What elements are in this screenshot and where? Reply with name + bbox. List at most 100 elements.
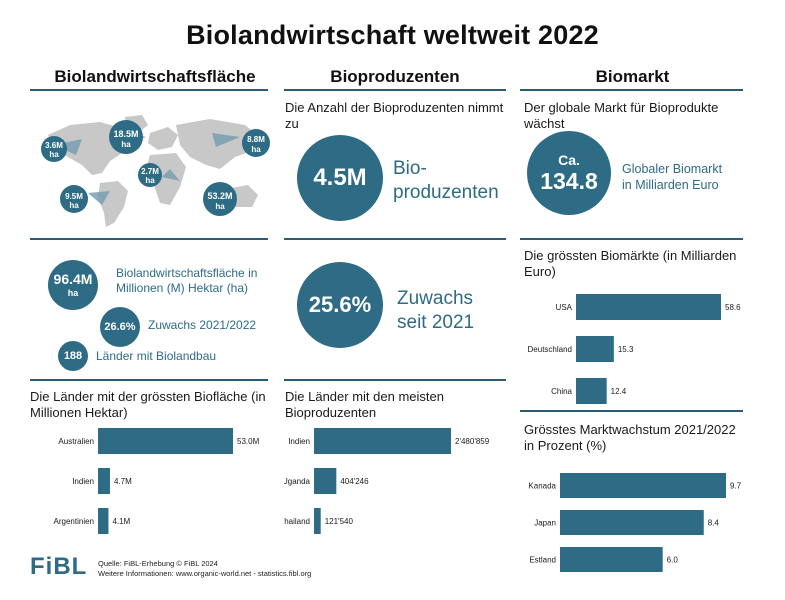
category-label: Argentinien (54, 517, 94, 526)
footer-info: Weitere Informationen: www.organic-world… (98, 569, 312, 578)
bar (98, 468, 110, 494)
bar (560, 547, 663, 572)
category-label: Australien (58, 437, 94, 446)
value-label: 58.6 (725, 303, 741, 312)
bubble-value: 2.7M (141, 167, 159, 176)
value-label: 121'540 (325, 517, 354, 526)
market-intro: Der globale Markt für Bioprodukte wächst (524, 100, 719, 131)
producers-count-label: Bio- produzenten (393, 157, 499, 205)
market-value: 134.8 (540, 168, 598, 194)
chart-growth: Kanada 9.7 Japan 8.4 Estland 6.0 (528, 473, 742, 572)
rule (520, 238, 743, 240)
chart-producers: Indien 2'480'859 Uganda 404'246 Thailand 121'… (284, 428, 490, 534)
bubble-latin-america (60, 185, 88, 213)
rule (284, 238, 506, 240)
rule (520, 89, 743, 91)
market-label: Globaler Biomarkt in Milliarden Euro (622, 161, 722, 193)
producers-count-label-line1: Bio- (393, 158, 427, 179)
area-growth-circle: 26.6% (100, 307, 140, 347)
value-label: 6.0 (667, 556, 679, 565)
market-label-line2: in Milliarden Euro (622, 178, 719, 192)
rule (284, 379, 506, 381)
bubble-value: 18.5M (113, 129, 138, 139)
map-bubble-labels: 3.6M ha 18.5M ha 8.8M ha 2.7M ha 9.5M ha… (45, 129, 265, 211)
area-total-circle: 96.4M ha (48, 260, 98, 310)
area-total-label: Biolandwirtschaftsfläche in Millionen (M… (116, 266, 258, 295)
page-title: Biolandwirtschaft weltweit 2022 (186, 20, 599, 50)
chart-markets: USA 58.6 Deutschland 15.3 China 12.4 (528, 294, 741, 404)
column-header-area: Biolandwirtschaftsfläche (54, 67, 256, 86)
bubble-africa (138, 163, 162, 187)
chart-area: Australien 53.0M Indien 4.7M Argentinien 4.1M (54, 428, 260, 534)
category-label: Thailand (284, 517, 310, 526)
area-growth-label: Zuwachs 2021/2022 (148, 318, 257, 332)
category-label: Indien (288, 437, 310, 446)
bar (314, 428, 451, 454)
producers-growth-circle: 25.6% (297, 262, 383, 348)
bubble-value: 8.8M (247, 135, 265, 144)
producers-intro: Die Anzahl der Bioproduzenten nimmt zu (285, 100, 504, 131)
category-label: Indien (72, 477, 94, 486)
value-label: 2'480'859 (455, 437, 490, 446)
producers-count-label-line2: produzenten (393, 182, 499, 203)
chart-title-markets: Die grössten Biomärkte (in Milliarden Eu… (524, 248, 737, 279)
value-label: 9.7 (730, 482, 742, 491)
bar (98, 508, 109, 534)
value-label: 53.0M (237, 437, 260, 446)
category-label: Uganda (284, 477, 311, 486)
bar (314, 508, 321, 534)
producers-growth-label: Zuwachs seit 2021 (397, 287, 474, 335)
bubble-unit: ha (251, 145, 261, 154)
bubble-unit: ha (145, 176, 155, 185)
category-label: Estland (529, 556, 556, 565)
value-label: 8.4 (708, 519, 720, 528)
rule (284, 89, 506, 91)
category-label: China (551, 387, 572, 396)
bar (560, 473, 726, 498)
market-label-line1: Globaler Biomarkt (622, 162, 723, 176)
fibl-logo: FiBL (30, 553, 88, 580)
chart-title-area: Die Länder mit der grössten Biofläche (i… (30, 389, 266, 420)
footer-source: Quelle: FiBL-Erhebung © FiBL 2024 (98, 559, 218, 568)
bar (314, 468, 337, 494)
area-total-value: 96.4M (53, 270, 93, 287)
value-label: 4.1M (112, 517, 130, 526)
rule (30, 379, 268, 381)
bar (576, 294, 721, 320)
chart-title-growth: Grösstes Marktwachstum 2021/2022 in Proz… (524, 422, 736, 453)
area-total-unit: ha (67, 287, 79, 298)
footer-text: Quelle: FiBL-Erhebung © FiBL 2024 Weiter… (98, 559, 311, 579)
countries-label: Länder mit Biolandbau (96, 349, 217, 363)
value-label: 4.7M (114, 477, 132, 486)
world-map: 3.6M ha 18.5M ha 8.8M ha 2.7M ha 9.5M ha… (41, 115, 270, 227)
producers-growth-label-line1: Zuwachs (397, 288, 474, 309)
rule (30, 238, 268, 240)
bubble-unit: ha (121, 140, 131, 149)
rule (520, 410, 743, 412)
map-bubbles (41, 120, 270, 216)
market-circle: Ca. 134.8 (527, 131, 611, 215)
bubble-oceania-north-america (41, 136, 67, 162)
category-label: USA (556, 303, 573, 312)
bar (98, 428, 233, 454)
producers-growth-label-line2: seit 2021 (397, 312, 475, 333)
bubble-asia (242, 129, 270, 157)
value-label: 12.4 (611, 387, 627, 396)
producers-count-circle: 4.5M (297, 135, 383, 221)
bar (576, 336, 614, 362)
chart-title-producers: Die Länder mit den meisten Bioproduzente… (285, 389, 444, 420)
bubble-oceania (203, 182, 237, 216)
value-label: 15.3 (618, 345, 634, 354)
category-label: Kanada (528, 482, 556, 491)
market-ca: Ca. (558, 152, 580, 168)
category-label: Deutschland (528, 345, 572, 354)
countries-circle: 188 (58, 341, 88, 371)
column-header-producers: Bioproduzenten (330, 67, 460, 86)
bubble-value: 9.5M (65, 192, 83, 201)
bar (560, 510, 704, 535)
value-label: 404'246 (340, 477, 369, 486)
bubble-europe (109, 120, 143, 154)
bubble-unit: ha (215, 202, 225, 211)
rule (30, 89, 268, 91)
bubble-unit: ha (69, 201, 79, 210)
